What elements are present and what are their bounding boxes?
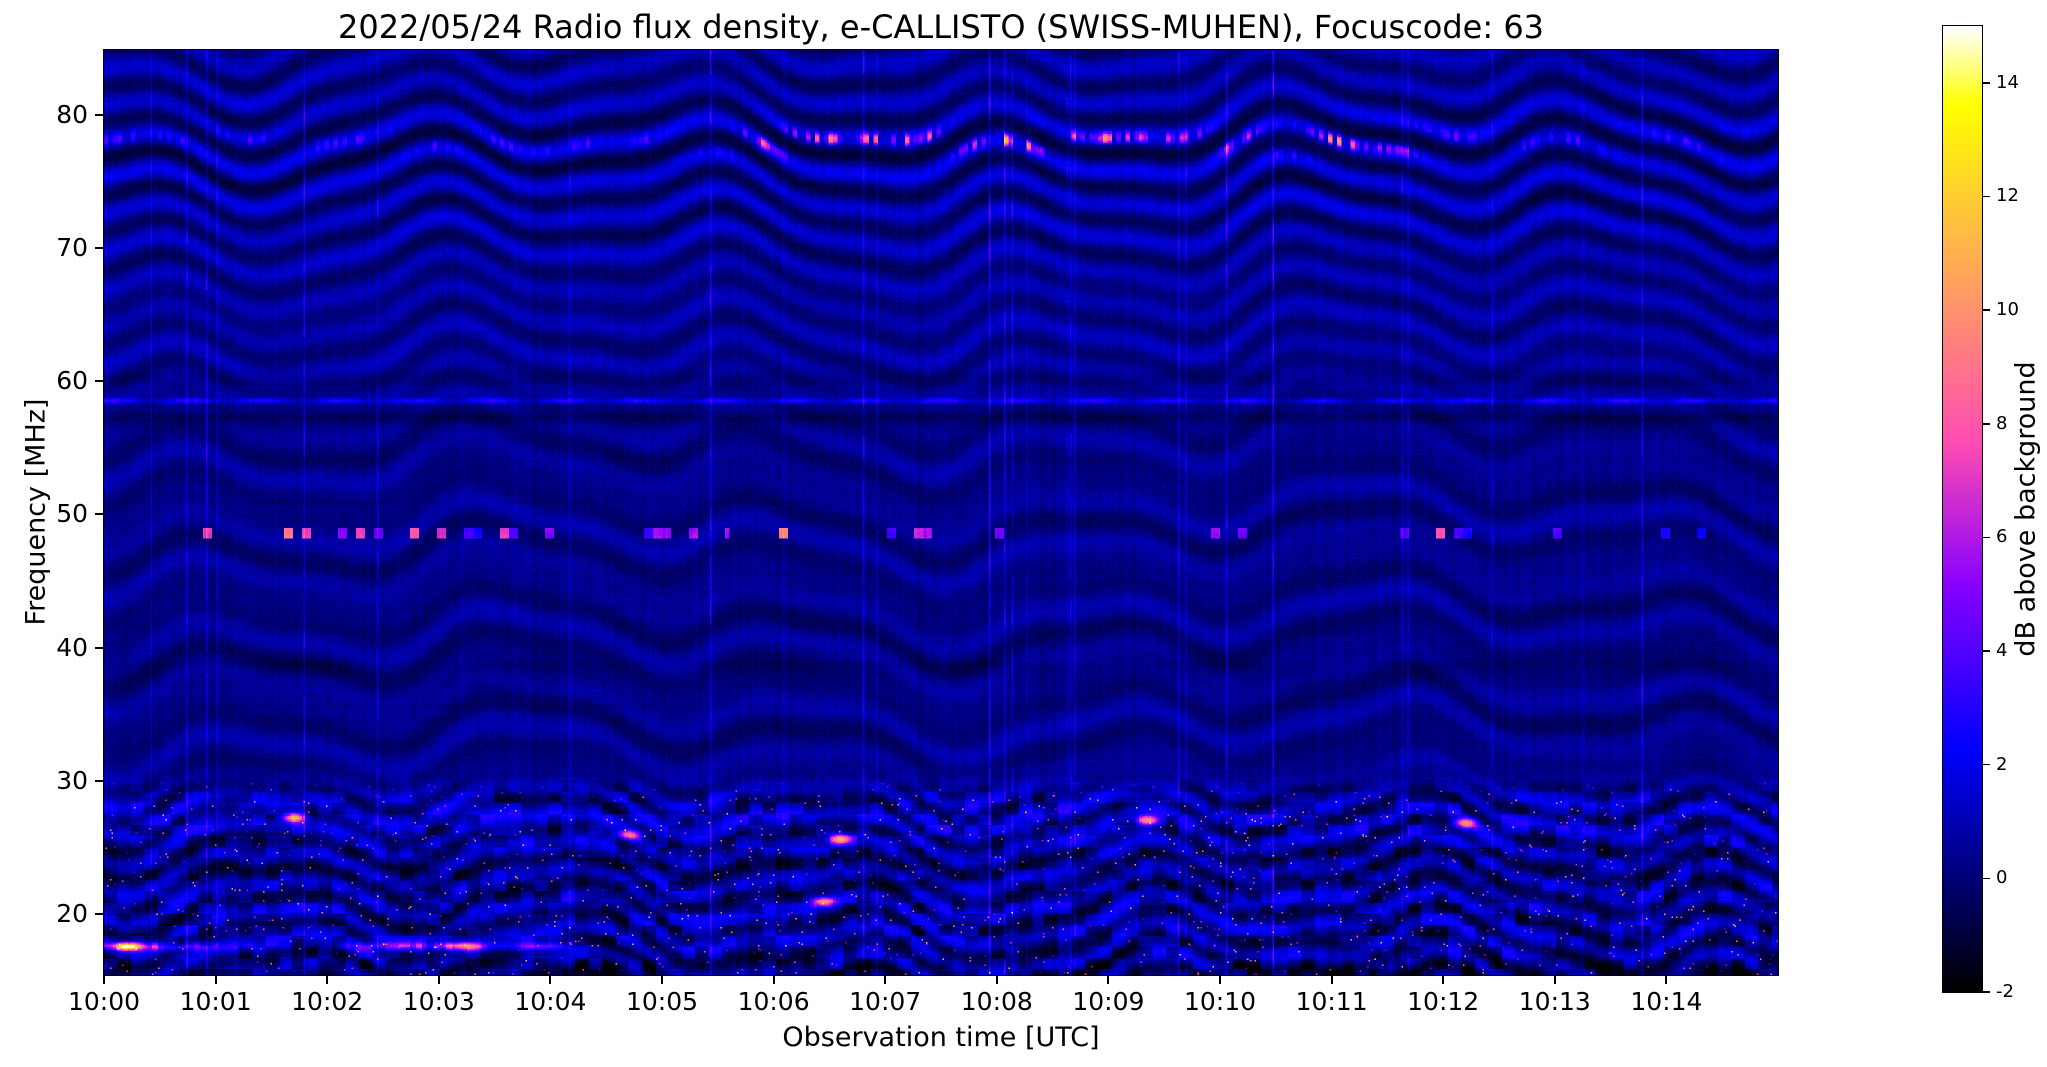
colorbar-tick-mark bbox=[1983, 423, 1990, 425]
y-tick-mark bbox=[95, 779, 103, 782]
colorbar-tick-label: -2 bbox=[1996, 981, 2014, 1002]
x-tick-label: 10:14 bbox=[1630, 987, 1703, 1016]
colorbar-tick-label: 14 bbox=[1996, 71, 2019, 93]
y-tick-mark bbox=[95, 247, 103, 250]
x-tick-label: 10:06 bbox=[737, 987, 810, 1016]
x-tick-mark bbox=[326, 976, 329, 984]
x-tick-mark bbox=[995, 976, 998, 984]
x-tick-label: 10:07 bbox=[849, 987, 922, 1016]
colorbar-gradient bbox=[1943, 26, 1982, 992]
x-tick-label: 10:10 bbox=[1183, 987, 1257, 1016]
y-tick-mark bbox=[95, 646, 103, 649]
y-axis-label: Frequency [MHz] bbox=[20, 398, 52, 626]
colorbar-tick-mark bbox=[1983, 82, 1990, 84]
x-tick-mark bbox=[1107, 976, 1110, 984]
x-tick-mark bbox=[1553, 976, 1556, 984]
x-tick-label: 10:13 bbox=[1518, 987, 1591, 1016]
x-tick-mark bbox=[103, 976, 105, 984]
x-tick-label: 10:02 bbox=[291, 987, 364, 1016]
x-tick-label: 10:01 bbox=[179, 987, 252, 1016]
colorbar-tick-mark bbox=[1983, 877, 1990, 880]
chart-title: 2022/05/24 Radio flux density, e-CALLIST… bbox=[337, 8, 1545, 46]
x-tick-label: 10:09 bbox=[1072, 987, 1145, 1016]
colorbar-tick-label: 4 bbox=[1996, 640, 2008, 662]
x-axis-label: Observation time [UTC] bbox=[782, 1022, 1100, 1053]
x-tick-label: 10:00 bbox=[67, 987, 141, 1016]
x-tick-label: 10:04 bbox=[514, 987, 587, 1016]
colorbar-tick-label: 10 bbox=[1996, 299, 2019, 321]
colorbar-tick-label: 8 bbox=[1996, 412, 2008, 434]
x-tick-mark bbox=[214, 976, 217, 984]
colorbar-tick-label: 12 bbox=[1996, 185, 2019, 207]
x-tick-mark bbox=[1665, 976, 1668, 984]
x-tick-mark bbox=[661, 976, 663, 984]
colorbar-label: dB above background bbox=[2010, 361, 2042, 657]
colorbar-tick-mark bbox=[1983, 309, 1990, 311]
colorbar-tick-label: 0 bbox=[1996, 867, 2008, 889]
y-tick-label: 70 bbox=[56, 233, 88, 263]
x-tick-mark bbox=[1442, 976, 1445, 984]
y-tick-label: 20 bbox=[56, 898, 88, 928]
colorbar-tick-mark bbox=[1983, 195, 1990, 198]
x-tick-mark bbox=[1330, 976, 1333, 984]
y-tick-mark bbox=[95, 380, 103, 383]
colorbar-tick-mark bbox=[1983, 536, 1990, 539]
x-tick-label: 10:05 bbox=[625, 987, 699, 1016]
spectrogram-heatmap bbox=[104, 50, 1778, 975]
x-tick-mark bbox=[549, 976, 552, 984]
colorbar-tick-mark bbox=[1983, 763, 1990, 766]
colorbar-tick-label: 2 bbox=[1996, 753, 2008, 775]
colorbar-tick-mark bbox=[1983, 650, 1990, 652]
x-tick-mark bbox=[437, 976, 440, 984]
x-tick-label: 10:11 bbox=[1295, 987, 1368, 1016]
x-tick-label: 10:12 bbox=[1407, 987, 1480, 1016]
y-tick-mark bbox=[95, 912, 103, 915]
y-tick-label: 40 bbox=[56, 632, 88, 662]
colorbar-tick-mark bbox=[1983, 991, 1990, 993]
y-tick-label: 60 bbox=[56, 366, 88, 396]
x-tick-mark bbox=[1219, 976, 1221, 984]
y-tick-mark bbox=[95, 513, 103, 516]
x-tick-label: 10:08 bbox=[960, 987, 1033, 1016]
y-tick-mark bbox=[95, 114, 103, 117]
x-tick-label: 10:03 bbox=[402, 987, 475, 1016]
y-tick-label: 80 bbox=[56, 100, 88, 130]
colorbar-tick-label: 6 bbox=[1996, 526, 2008, 548]
x-tick-mark bbox=[884, 976, 887, 984]
y-tick-label: 30 bbox=[56, 765, 88, 795]
x-tick-mark bbox=[772, 976, 775, 984]
